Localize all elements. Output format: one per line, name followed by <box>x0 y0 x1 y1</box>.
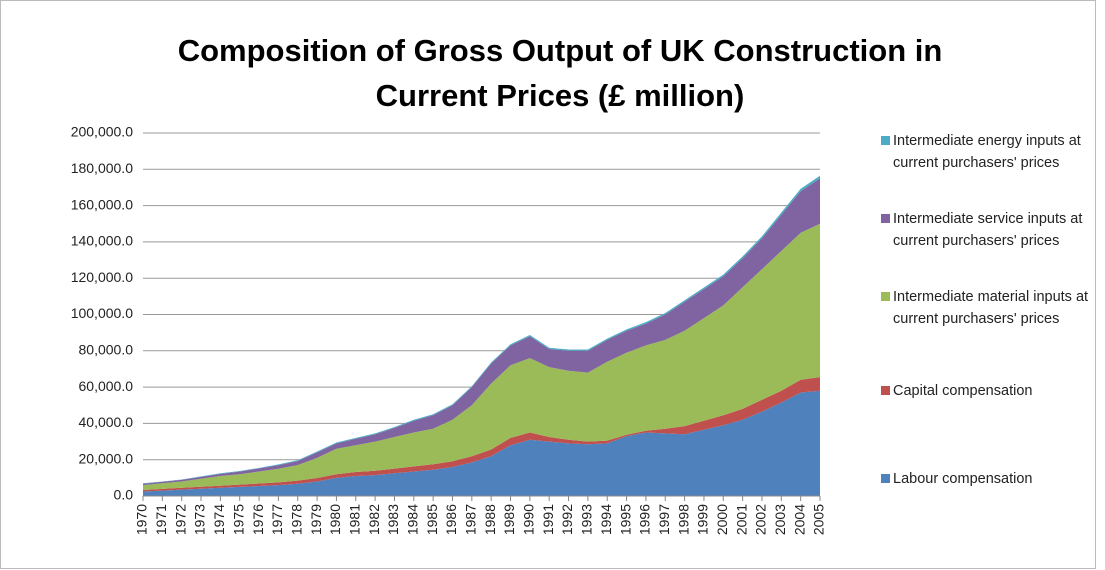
x-tick-label: 2005 <box>811 504 827 535</box>
legend-swatch <box>881 136 890 145</box>
x-tick-label: 1971 <box>153 504 169 535</box>
x-tick-label: 1997 <box>656 504 672 535</box>
area <box>143 223 820 491</box>
x-tick-label: 1993 <box>579 504 595 535</box>
y-tick-label: 140,000.0 <box>71 233 133 249</box>
legend-label: Intermediate energy inputs at current pu… <box>893 133 1081 171</box>
x-tick-label: 1972 <box>172 504 188 535</box>
x-tick-label: 1995 <box>617 504 633 535</box>
x-tick-label: 1985 <box>424 504 440 535</box>
x-tick-label: 2001 <box>733 504 749 535</box>
x-tick-label: 1991 <box>540 504 556 535</box>
legend-label: Labour compensation <box>893 471 1033 487</box>
x-tick-label: 1986 <box>443 504 459 535</box>
x-tick-label: 1973 <box>192 504 208 535</box>
x-tick-label: 1983 <box>385 504 401 535</box>
x-tick-label: 1980 <box>327 504 343 535</box>
y-tick-label: 80,000.0 <box>79 342 134 358</box>
x-tick-label: 1992 <box>559 504 575 535</box>
x-tick-label: 1979 <box>308 504 324 535</box>
legend-entry: Intermediate energy inputs at current pu… <box>881 130 1093 174</box>
x-tick-label: 1994 <box>598 504 614 535</box>
x-tick-label: 2004 <box>791 504 807 535</box>
area <box>143 377 820 492</box>
y-tick-label: 120,000.0 <box>71 269 133 285</box>
area <box>143 390 820 496</box>
legend-entry: Intermediate service inputs at current p… <box>881 208 1093 252</box>
legend-label: Intermediate service inputs at current p… <box>893 211 1083 249</box>
x-tick-label: 2003 <box>772 504 788 535</box>
y-tick-label: 20,000.0 <box>79 450 134 466</box>
legend-label: Intermediate material inputs at current … <box>893 289 1089 327</box>
x-tick-label: 2000 <box>714 504 730 535</box>
legend-label: Capital compensation <box>893 383 1033 399</box>
y-tick-label: 160,000.0 <box>71 196 133 212</box>
legend-swatch <box>881 474 890 483</box>
x-tick-label: 1975 <box>230 504 246 535</box>
y-tick-label: 200,000.0 <box>71 124 133 140</box>
x-tick-label: 1970 <box>134 504 150 535</box>
x-tick-label: 1982 <box>366 504 382 535</box>
x-tick-label: 1984 <box>405 504 421 535</box>
x-tick-label: 1988 <box>482 504 498 535</box>
legend-swatch <box>881 214 890 223</box>
legend-entry: Labour compensation <box>881 468 1093 490</box>
x-tick-label: 1974 <box>211 504 227 535</box>
x-tick-label: 1996 <box>637 504 653 535</box>
x-tick-label: 1998 <box>675 504 691 535</box>
y-tick-label: 180,000.0 <box>71 160 133 176</box>
x-tick-label: 1981 <box>346 504 362 535</box>
y-tick-label: 0.0 <box>114 487 134 503</box>
legend-swatch <box>881 386 890 395</box>
x-tick-label: 1990 <box>521 504 537 535</box>
y-tick-label: 100,000.0 <box>71 305 133 321</box>
x-tick-label: 1987 <box>463 504 479 535</box>
legend-entry: Capital compensation <box>881 380 1093 402</box>
y-tick-label: 40,000.0 <box>79 414 134 430</box>
x-tick-label: 1976 <box>250 504 266 535</box>
x-tick-label: 2002 <box>753 504 769 535</box>
legend-swatch <box>881 292 890 301</box>
x-tick-label: 1977 <box>269 504 285 535</box>
legend-entry: Intermediate material inputs at current … <box>881 286 1093 330</box>
chart-title: Composition of Gross Output of UK Constr… <box>177 33 943 113</box>
x-tick-label: 1999 <box>695 504 711 535</box>
x-tick-label: 1978 <box>288 504 304 535</box>
x-tick-label: 1989 <box>501 504 517 535</box>
y-tick-label: 60,000.0 <box>79 378 134 394</box>
